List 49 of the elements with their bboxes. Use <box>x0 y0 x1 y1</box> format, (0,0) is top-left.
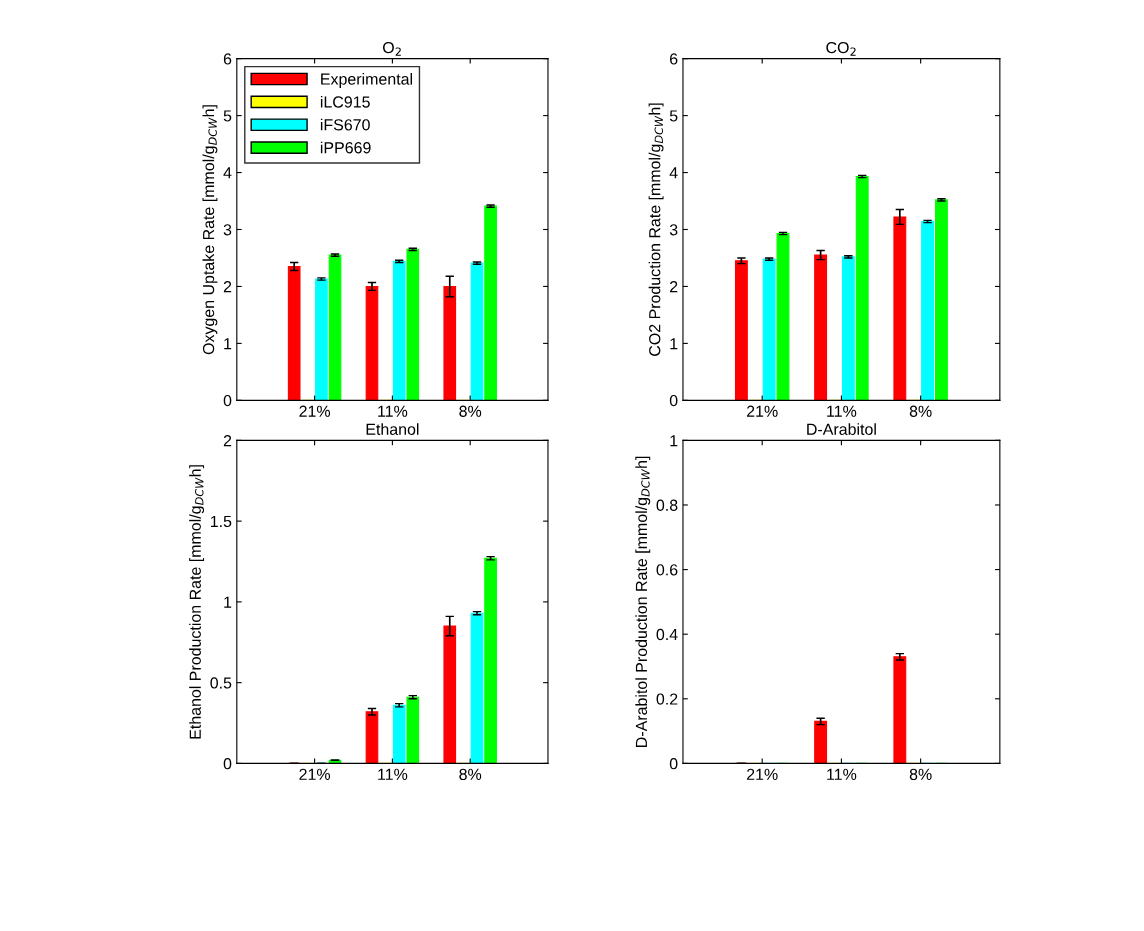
chart-title: O$_{2}$ <box>383 41 401 56</box>
x-tick-label: 21% <box>747 768 778 780</box>
y-tick-label: 1 <box>670 338 678 350</box>
y-tick-label: 1 <box>224 596 232 608</box>
y-tick-label: 0.4 <box>656 628 678 641</box>
x-tick-label: 11% <box>378 405 408 417</box>
y-tick-label: 1 <box>224 338 232 350</box>
y-tick-label: 5 <box>669 110 678 122</box>
legend-label: iLC915 <box>320 95 370 108</box>
y-tick-label: 5 <box>223 110 232 122</box>
y-axis-title: D-Arabitol Production Rate [mmol/g$_{DCW}$h] <box>635 456 651 747</box>
y-tick-label: 1 <box>670 435 678 447</box>
y-tick-label: 0.6 <box>656 564 678 576</box>
y-tick-label: 2 <box>223 281 232 293</box>
y-axis-title: CO2 Production Rate [mmol/g$_{DCW}$h] <box>648 103 664 356</box>
x-tick-label: 11% <box>378 768 408 780</box>
y-tick-label: 3 <box>223 224 232 236</box>
y-tick-label: 0.5 <box>210 677 232 689</box>
x-tick-label: 8% <box>459 768 482 781</box>
legend-label: iFS670 <box>320 118 370 131</box>
x-tick-label: 21% <box>299 768 331 780</box>
chart-title: D-Arabitol <box>807 423 876 435</box>
x-tick-label: 8% <box>459 405 482 417</box>
x-tick-label: 21% <box>299 405 331 417</box>
y-tick-label: 0 <box>669 394 678 407</box>
y-axis-title: Ethanol Production Rate [mmol/g$_{DCW}$h] <box>189 465 205 739</box>
y-tick-label: 0.8 <box>656 499 678 511</box>
y-tick-label: 6 <box>223 53 232 65</box>
y-axis-title: Oxygen Uptake Rate [mmol/g$_{DCW}$h] <box>202 105 218 355</box>
y-tick-label: 4 <box>223 167 232 179</box>
y-tick-label: 1.5 <box>210 515 232 528</box>
x-tick-label: 8% <box>909 405 932 417</box>
x-tick-label: 11% <box>827 768 857 780</box>
y-tick-label: 0 <box>669 758 678 770</box>
y-tick-label: 0 <box>223 394 232 407</box>
y-tick-label: 0 <box>223 758 232 770</box>
y-tick-label: 0.2 <box>656 693 678 705</box>
legend-label: iPP669 <box>320 141 371 154</box>
y-tick-label: 6 <box>670 53 678 65</box>
chart-title: CO$_{2}$ <box>826 41 856 56</box>
y-tick-label: 2 <box>223 435 232 447</box>
chart-title: Ethanol <box>366 423 419 435</box>
x-tick-label: 11% <box>827 405 857 417</box>
x-tick-label: 8% <box>909 768 932 781</box>
y-tick-label: 3 <box>669 224 678 236</box>
y-tick-label: 4 <box>669 167 678 179</box>
y-tick-label: 2 <box>670 281 678 293</box>
x-tick-label: 21% <box>747 405 778 417</box>
legend-label: Experimental <box>321 73 413 88</box>
